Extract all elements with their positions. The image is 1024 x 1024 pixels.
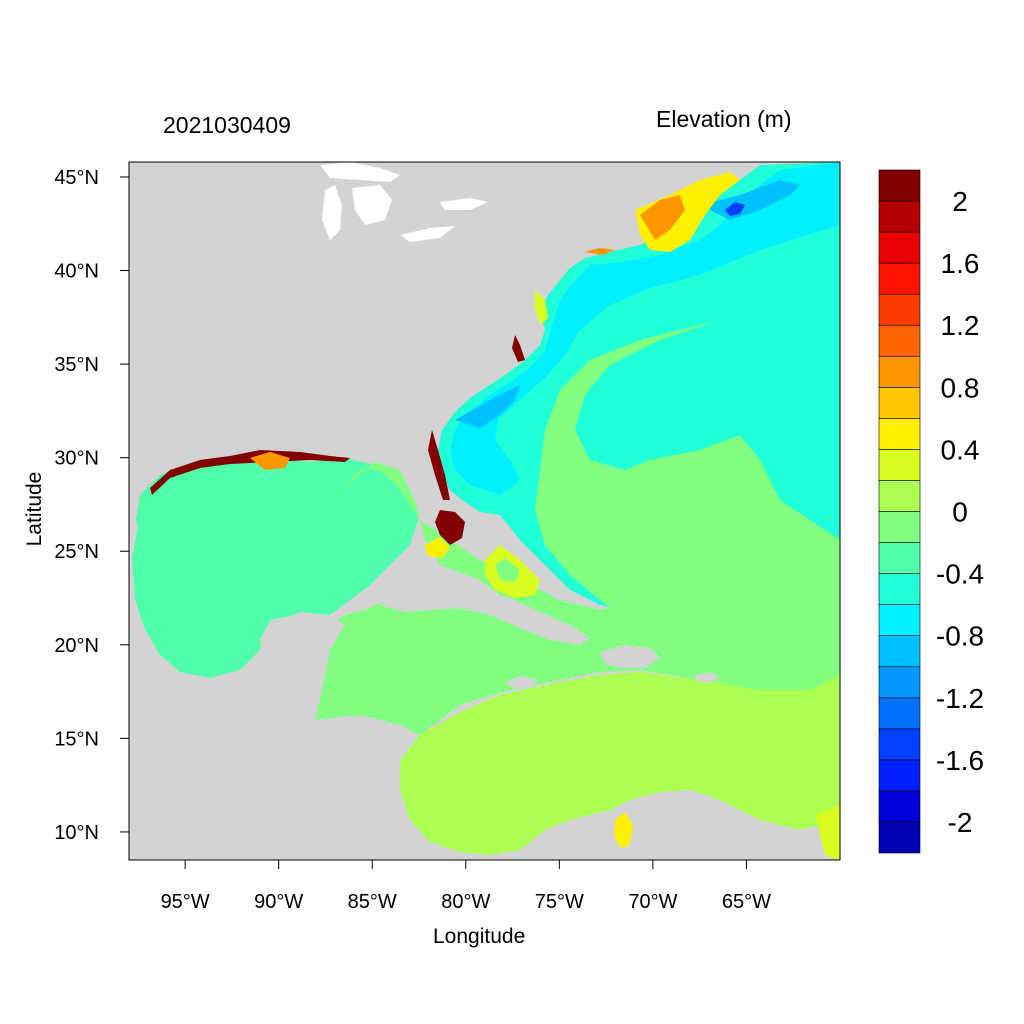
colorbar-swatch (878, 418, 921, 450)
x-tick-label: 65°W (722, 891, 771, 913)
y-tick-label: 30°N (54, 448, 99, 470)
y-tick-label: 20°N (54, 635, 99, 657)
lake-ontario (440, 198, 488, 210)
florida-east-coast-surge (428, 430, 450, 500)
y-tick-label: 15°N (54, 728, 99, 750)
caribbean-south (400, 672, 840, 855)
colorbar-label: -0.8 (936, 621, 984, 652)
colorbar-swatch (878, 262, 921, 295)
colorbar-swatch (878, 635, 921, 668)
cuba-land (380, 588, 590, 645)
colorbar-swatch (878, 821, 921, 854)
sargasso-band (575, 300, 840, 540)
timestamp-title: 2021030409 (163, 112, 291, 138)
y-tick-label: 40°N (54, 261, 99, 283)
jamaica-land (505, 676, 538, 688)
x-axis-label: Longitude (433, 925, 526, 948)
colorbar-swatch (878, 790, 921, 823)
gulf-coast-surge (150, 450, 350, 495)
louisiana-surge (250, 452, 290, 470)
coastal-low-band (450, 162, 840, 495)
florida-keys-bank (425, 537, 450, 558)
long-island-surge (585, 248, 615, 255)
yucatan-land (260, 614, 345, 722)
x-axis-ticks: 95°W 90°W 85°W 80°W 75°W 70°W 65°W (161, 860, 771, 913)
maracaibo-lake (614, 812, 633, 848)
y-tick-label: 10°N (54, 822, 99, 844)
colorbar-swatch (878, 231, 921, 264)
colorbar-label: -0.4 (936, 559, 984, 590)
colorbar-swatch (878, 573, 921, 605)
x-tick-label: 70°W (628, 891, 677, 913)
colorbar-swatch (878, 449, 921, 481)
colorbar-label: 1.2 (941, 310, 980, 341)
south-florida-surge (435, 510, 465, 545)
colorbar: 2 1.6 1.2 0.8 0.4 0 -0.4 -0.8 -1.2 -1.6 -2 (878, 169, 984, 854)
x-tick-label: 95°W (161, 891, 210, 913)
south-america-land (520, 795, 840, 860)
chesapeake-surge (535, 290, 548, 325)
map-area (129, 162, 840, 860)
colorbar-label: -1.6 (936, 745, 984, 776)
colorbar-swatch (878, 480, 921, 512)
atlantic-coast-surge (512, 335, 525, 362)
colorbar-swatch (878, 666, 921, 699)
caribbean-west (312, 462, 840, 735)
lake-superior (320, 162, 400, 182)
puerto-rico-land (695, 672, 720, 683)
colorbar-swatch (878, 169, 921, 202)
y-tick-label: 35°N (54, 354, 99, 376)
mexico-land (129, 510, 265, 720)
x-tick-label: 85°W (348, 891, 397, 913)
colorbar-swatch (878, 293, 921, 326)
colorbar-label: -1.2 (936, 683, 984, 714)
lake-michigan (322, 185, 342, 240)
colorbar-swatch (878, 728, 921, 761)
colorbar-label: 2 (952, 186, 968, 217)
colorbar-swatch (878, 355, 921, 388)
colorbar-swatch (878, 200, 921, 233)
colorbar-label: 1.6 (941, 248, 980, 279)
x-tick-label: 90°W (254, 891, 303, 913)
gulf-of-maine-surge-inner (640, 195, 685, 240)
lake-erie (400, 226, 455, 242)
bay-of-fundy-low (725, 202, 745, 216)
y-tick-label: 25°N (54, 541, 99, 563)
y-tick-label: 45°N (54, 167, 99, 189)
colorbar-label: 0 (952, 497, 968, 528)
orinoco-surge (815, 805, 840, 860)
colorbar-swatch (878, 759, 921, 792)
y-axis-ticks: 45°N 40°N 35°N 30°N 25°N 20°N 15°N 10°N (54, 167, 129, 844)
colorbar-swatch (878, 511, 921, 543)
lake-huron (352, 185, 392, 225)
colorbar-swatch (878, 324, 921, 357)
gulf-of-mexico (132, 458, 418, 678)
colorbar-swatch (878, 542, 921, 574)
colorbar-label: 0.8 (941, 372, 980, 403)
x-tick-label: 80°W (441, 891, 490, 913)
hispaniola-land (600, 645, 660, 668)
colorbar-swatch (878, 387, 921, 419)
colorbar-swatch (878, 697, 921, 730)
colorbar-label: 0.4 (941, 434, 980, 465)
colorbar-label: -2 (948, 807, 973, 838)
central-america-land (129, 718, 430, 860)
colorbar-swatch (878, 604, 921, 636)
x-tick-label: 75°W (535, 891, 584, 913)
coastal-low-carolina (455, 385, 520, 428)
bahamas-bank-inner (495, 558, 520, 582)
variable-title: Elevation (m) (656, 106, 792, 132)
map-frame (128, 161, 841, 861)
